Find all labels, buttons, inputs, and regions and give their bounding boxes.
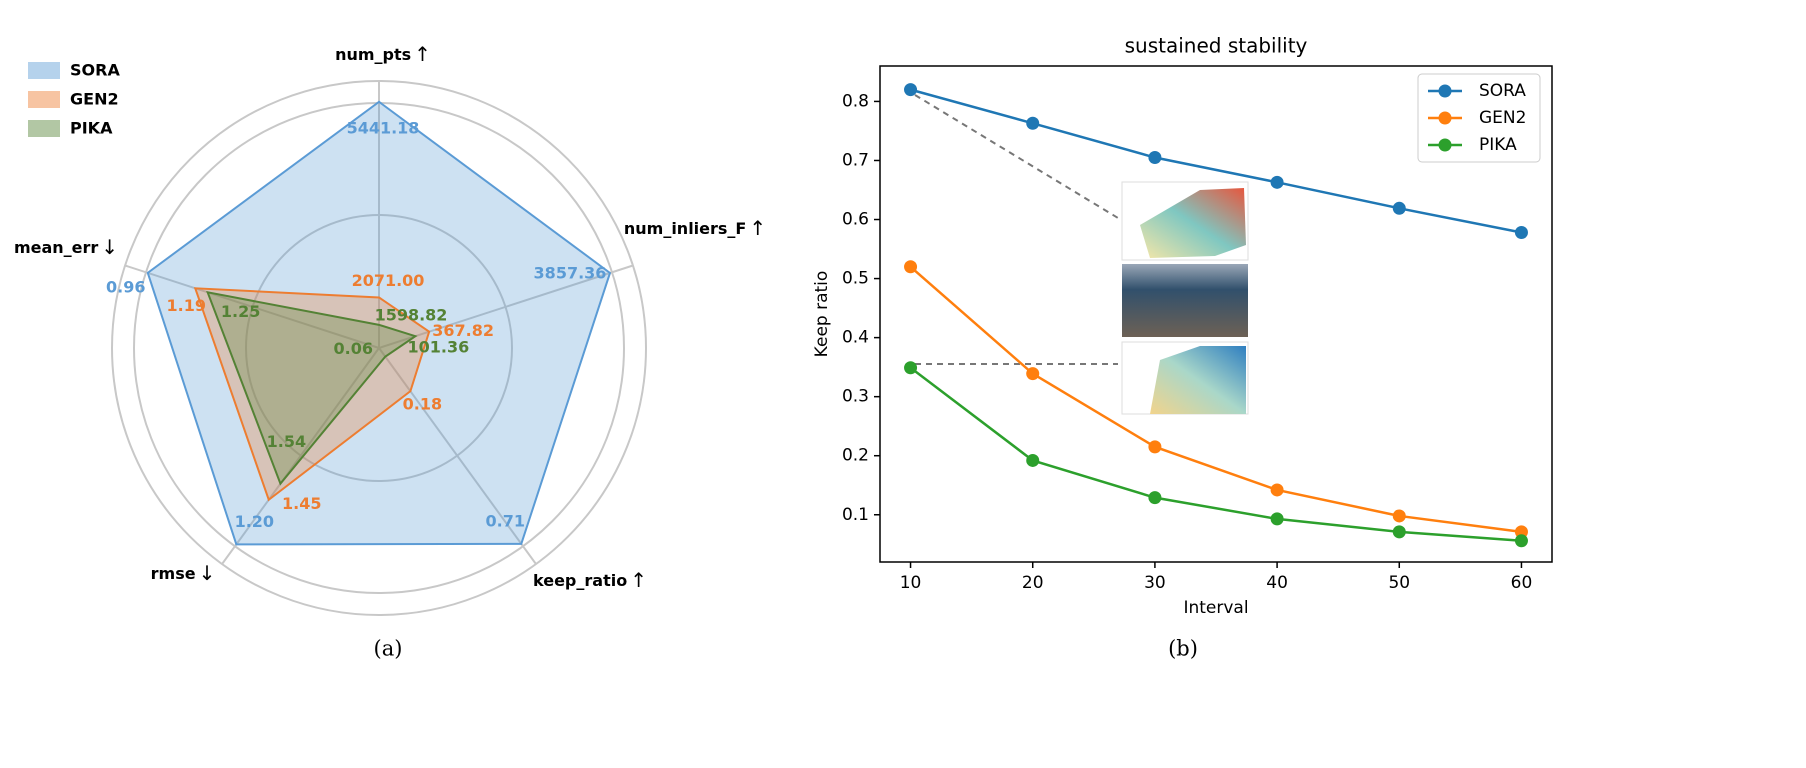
y-tick-label: 0.3 [842, 387, 869, 407]
data-point [1514, 534, 1528, 548]
data-label: 1.20 [235, 512, 274, 531]
data-point [904, 361, 918, 375]
axis-label: num_pts ↑ [335, 42, 431, 66]
y-tick-label: 0.7 [842, 150, 869, 170]
axis-arrow: ↓ [199, 561, 216, 585]
inset-depth [1150, 346, 1246, 414]
axis-arrow: ↑ [414, 42, 431, 66]
data-point [1026, 116, 1040, 130]
legend-marker [1438, 138, 1452, 152]
radar-axis [378, 264, 634, 349]
legend-marker [1438, 84, 1452, 98]
data-label: 1.45 [282, 494, 321, 513]
leader-line [914, 94, 1119, 219]
data-label: 367.82 [432, 321, 494, 340]
x-axis-label: Interval [1183, 598, 1248, 618]
y-tick-label: 0.5 [842, 269, 869, 289]
data-point [904, 260, 918, 274]
radar-axis [378, 347, 537, 565]
data-point [1148, 491, 1162, 505]
axis-arrow: ↑ [630, 568, 647, 592]
axis-name: num_pts [335, 45, 411, 64]
legend-label: GEN2 [1479, 108, 1526, 128]
legend-swatch [28, 91, 60, 108]
x-tick-label: 10 [900, 573, 922, 593]
data-point [904, 83, 918, 97]
caption: (a) [374, 637, 403, 661]
x-tick-label: 20 [1022, 573, 1044, 593]
radar-area [146, 100, 612, 546]
data-point [1270, 175, 1284, 189]
legend-label: GEN2 [70, 90, 119, 109]
radar-area [193, 287, 431, 502]
data-label: 1598.82 [375, 305, 448, 324]
chart-title: sustained stability [1125, 34, 1308, 58]
series-line [910, 88, 1522, 234]
legend-swatch [28, 62, 60, 79]
legend-label: SORA [1479, 81, 1526, 101]
data-point [1392, 525, 1406, 539]
x-tick-label: 60 [1511, 573, 1533, 593]
y-axis-label: Keep ratio [812, 271, 832, 358]
data-label: 1.19 [167, 296, 206, 315]
legend-label: PIKA [1479, 135, 1517, 155]
series-line [909, 265, 1522, 534]
radar-area [206, 291, 418, 486]
data-label: 5441.18 [347, 118, 420, 137]
axis-arrow: ↓ [101, 235, 118, 259]
data-label: 1.54 [267, 432, 306, 451]
data-point [1270, 512, 1284, 526]
data-point [1270, 483, 1284, 497]
axis-arrow: ↑ [749, 216, 766, 240]
radar-axis [221, 347, 380, 565]
x-tick-label: 40 [1266, 573, 1288, 593]
axis-label: keep_ratio ↑ [533, 568, 647, 592]
legend-label: PIKA [70, 119, 113, 138]
legend-label: SORA [70, 61, 120, 80]
inset-photo [1122, 264, 1248, 337]
data-label: 1.25 [221, 302, 260, 321]
axis-label: rmse ↓ [151, 561, 216, 585]
axis-name: mean_err [14, 238, 98, 257]
plot-frame [879, 65, 1553, 563]
inset-images [914, 94, 1249, 415]
data-point [1392, 509, 1406, 523]
data-label: 3857.36 [534, 263, 607, 282]
data-point [1514, 226, 1528, 240]
data-point [1148, 151, 1162, 165]
data-label: 0.96 [106, 277, 145, 296]
data-point [1026, 453, 1040, 467]
data-point [1148, 440, 1162, 454]
axis-label: num_inliers_F ↑ [624, 216, 766, 240]
axis-name: keep_ratio [533, 571, 627, 590]
data-label: 101.36 [407, 338, 469, 357]
data-label: 0.06 [334, 339, 373, 358]
inset-depth [1140, 188, 1246, 258]
radar-axis [124, 264, 380, 349]
data-label: 0.71 [486, 511, 525, 530]
data-label: 2071.00 [352, 271, 425, 290]
data-label: 0.18 [403, 395, 442, 414]
y-tick-label: 0.6 [842, 210, 869, 230]
y-tick-label: 0.8 [842, 91, 869, 111]
axis-name: rmse [151, 564, 196, 583]
legend-marker [1438, 111, 1452, 125]
y-tick-label: 0.1 [842, 505, 869, 525]
x-tick-label: 50 [1388, 573, 1410, 593]
y-tick-label: 0.2 [842, 446, 869, 466]
x-tick-label: 30 [1144, 573, 1166, 593]
axis-name: num_inliers_F [624, 219, 747, 238]
y-tick-label: 0.4 [842, 328, 869, 348]
axis-label: mean_err ↓ [14, 235, 118, 259]
legend-swatch [28, 120, 60, 137]
series-line [909, 366, 1522, 542]
data-point [1026, 367, 1040, 381]
data-point [1392, 201, 1406, 215]
caption: (b) [1168, 637, 1198, 661]
